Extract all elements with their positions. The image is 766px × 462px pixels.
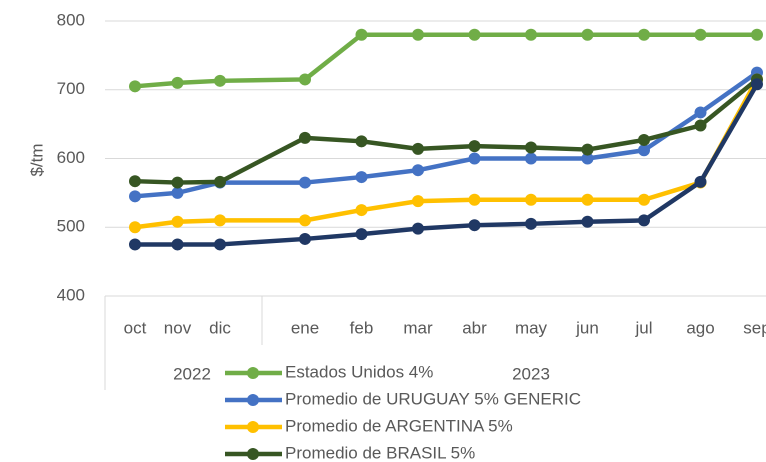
y-tick-label: 600: [57, 148, 85, 167]
data-point: [468, 193, 481, 206]
data-point: [355, 228, 368, 241]
data-point: [214, 175, 226, 188]
data-point: [468, 28, 481, 41]
data-point: [581, 28, 594, 41]
x-tick-label: abr: [462, 318, 487, 337]
data-point: [355, 135, 368, 148]
data-point: [214, 238, 226, 251]
data-point: [129, 221, 141, 234]
data-point: [299, 131, 311, 144]
data-point: [412, 142, 424, 155]
data-point: [638, 144, 650, 157]
y-tick-label: 400: [57, 285, 85, 304]
data-point: [129, 175, 141, 188]
y-tick-label: 700: [57, 79, 85, 98]
data-point: [581, 152, 594, 165]
data-point: [694, 175, 707, 188]
legend-label: Promedio de URUGUAY 5% GENERIC: [285, 389, 581, 408]
data-point: [171, 176, 184, 189]
data-point: [468, 152, 481, 165]
data-point: [129, 80, 141, 93]
data-point: [525, 141, 537, 154]
data-point: [412, 28, 424, 41]
data-point: [638, 28, 650, 41]
series-line: [134, 70, 759, 199]
data-point: [412, 164, 424, 177]
data-point: [412, 195, 424, 208]
data-point: [171, 215, 184, 228]
data-point: [355, 28, 368, 41]
data-point: [171, 238, 184, 251]
data-point: [299, 232, 311, 245]
x-tick-label: ene: [291, 318, 319, 337]
y-tick-label: 800: [57, 10, 85, 29]
data-point: [638, 193, 650, 206]
data-point: [214, 214, 226, 227]
data-point: [171, 186, 184, 199]
data-point: [525, 28, 537, 41]
data-point: [355, 204, 368, 217]
legend-marker: [247, 448, 259, 460]
legend-marker: [247, 394, 259, 406]
legend-label: Estados Unidos 4%: [285, 362, 433, 381]
data-point: [694, 106, 707, 119]
series-line: [134, 32, 757, 89]
data-point: [694, 28, 707, 41]
series-line: [134, 77, 759, 185]
data-point: [299, 176, 311, 189]
x-tick-label: mar: [403, 318, 433, 337]
series-line: [134, 78, 759, 230]
data-point: [581, 193, 594, 206]
legend-label: Promedio de BRASIL 5%: [285, 443, 475, 462]
data-point: [468, 140, 481, 153]
x-tick-label: ago: [686, 318, 714, 337]
data-point: [299, 73, 311, 86]
data-point: [299, 214, 311, 227]
x-tick-label: oct: [124, 318, 147, 337]
data-point: [355, 171, 368, 184]
data-point: [525, 217, 537, 230]
legend-label: Promedio de ARGENTINA 5%: [285, 416, 513, 435]
data-point: [129, 238, 141, 251]
y-axis-label: $/tm: [27, 143, 46, 176]
x-tick-label: dic: [209, 318, 231, 337]
x-tick-label: nov: [164, 318, 192, 337]
x-tick-label: jun: [575, 318, 599, 337]
legend-marker: [247, 367, 259, 379]
x-tick-label: sep: [743, 318, 766, 337]
data-point: [581, 215, 594, 228]
data-point: [468, 219, 481, 232]
data-point: [638, 214, 650, 227]
series-line: [135, 83, 759, 247]
data-point: [694, 119, 707, 132]
x-tick-label: jul: [634, 318, 652, 337]
data-point: [751, 78, 763, 91]
x-tick-label: may: [515, 318, 548, 337]
data-point: [525, 152, 537, 165]
data-point: [581, 143, 594, 156]
data-point: [171, 76, 184, 89]
data-point: [751, 28, 763, 41]
legend-marker: [247, 421, 259, 433]
data-point: [412, 222, 424, 235]
group-label: 2023: [512, 364, 550, 383]
group-label: 2022: [173, 364, 211, 383]
y-tick-label: 500: [57, 217, 85, 236]
data-point: [638, 133, 650, 146]
x-tick-label: feb: [350, 318, 374, 337]
data-point: [525, 193, 537, 206]
data-point: [129, 190, 141, 203]
data-point: [214, 74, 226, 87]
